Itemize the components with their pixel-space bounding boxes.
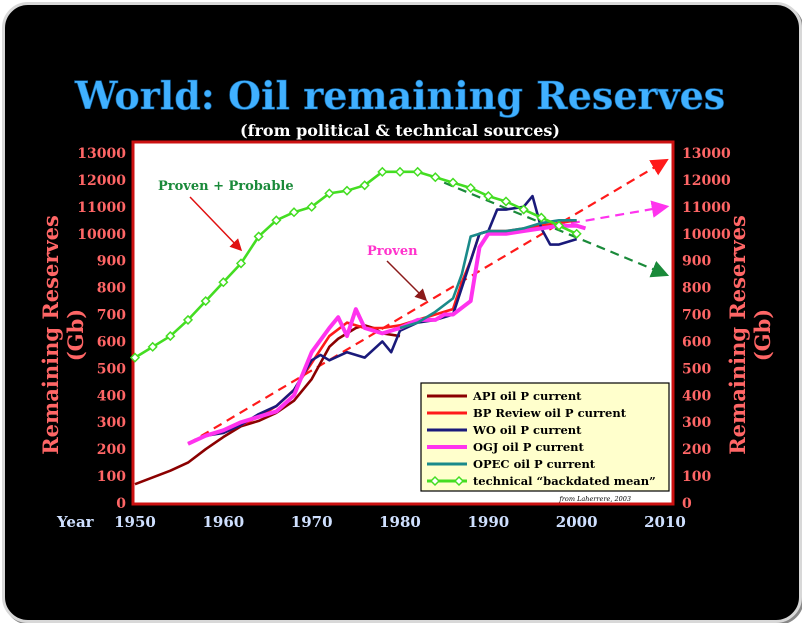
y-tick-label-left: 11000 — [77, 200, 126, 216]
y-tick-label-right: 900 — [682, 254, 711, 270]
y-tick-label-left: 400 — [97, 388, 126, 404]
y-tick-label-right: 0 — [682, 496, 692, 512]
series-point — [359, 180, 370, 191]
y-tick-label-left: 600 — [97, 334, 126, 350]
y-tick-label-right: 100 — [682, 469, 711, 485]
y-axis-unit-left: (Gb) — [63, 309, 88, 362]
series-point — [447, 177, 459, 188]
x-tick-label: 1970 — [291, 513, 333, 531]
y-axis-label-right: Remaining Reserves — [725, 215, 750, 455]
y-tick-label-left: 10000 — [77, 227, 126, 243]
chart-svg: World: Oil remaining Reserves (from poli… — [38, 73, 775, 531]
series-point — [129, 352, 141, 363]
y-tick-label-left: 200 — [97, 442, 126, 458]
legend-label: OPEC oil P current — [473, 457, 596, 471]
x-tick-label: 1980 — [379, 513, 421, 531]
series-point — [553, 220, 565, 231]
x-tick-label: 2010 — [644, 513, 686, 531]
annotation-proven-label: Proven — [367, 244, 418, 259]
y-tick-label-right: 13000 — [682, 146, 731, 162]
y-ticks-right: 0 100 200 300 400 500 600 700 800 900 10000 11000 12… — [682, 146, 731, 512]
y-tick-label-left: 0 — [116, 496, 126, 512]
series-group — [129, 166, 587, 486]
series-point — [235, 258, 247, 269]
legend-label: BP Review oil P current — [473, 406, 627, 420]
y-tick-label-right: 800 — [682, 281, 711, 297]
x-tick-label: 1990 — [467, 513, 509, 531]
y-tick-label-left: 12000 — [77, 173, 126, 189]
series-point — [147, 341, 158, 352]
series-point — [288, 207, 300, 218]
series-point — [165, 331, 176, 342]
y-tick-label-right: 10000 — [682, 227, 731, 243]
y-tick-label-left: 100 — [97, 469, 126, 485]
y-axis-label-left: Remaining Reserves — [38, 215, 63, 455]
annotation-proven-probable-label: Proven + Probable — [158, 179, 294, 194]
y-tick-label-left: 13000 — [77, 146, 126, 162]
y-tick-label-right: 700 — [682, 308, 711, 324]
series-point — [430, 172, 441, 183]
annotation-proven-probable-arrow — [189, 196, 243, 252]
series-point — [536, 212, 547, 223]
chart-subtitle: (from political & technical sources) — [240, 121, 560, 140]
series-line — [399, 219, 577, 330]
series-point — [253, 231, 264, 242]
legend-marker — [453, 475, 465, 487]
series-point — [500, 196, 512, 207]
legend-label: technical “backdated mean” — [473, 474, 656, 488]
series-point — [571, 228, 582, 239]
series-point — [324, 188, 335, 199]
legend-box — [420, 382, 670, 492]
y-tick-label-right: 500 — [682, 361, 711, 377]
series-line — [187, 223, 587, 446]
series-point — [271, 215, 282, 226]
y-tick-label-right: 300 — [682, 415, 711, 431]
legend-label: WO oil P current — [472, 423, 582, 437]
y-tick-label-left: 300 — [97, 415, 126, 431]
series-point — [412, 166, 423, 177]
source-note: from Laherrere, 2003 — [558, 495, 631, 503]
trend-line — [187, 158, 669, 445]
x-axis-label: Year — [56, 513, 95, 531]
y-tick-label-left: 800 — [97, 281, 126, 297]
y-axis-unit-right: (Gb) — [750, 309, 775, 362]
annotation-proven-probable: Proven + Probable — [158, 179, 294, 252]
y-tick-label-left: 700 — [97, 308, 126, 324]
legend: API oil P current BP Review oil P current… — [420, 382, 670, 492]
series-point — [182, 314, 194, 325]
legend-label: API oil P current — [472, 389, 582, 403]
y-ticks-left: 0 100 200 300 400 500 600 700 800 900 10000 11000 12… — [77, 146, 126, 512]
annotation-proven-arrow — [386, 260, 428, 302]
series-point — [483, 191, 494, 202]
y-tick-label-right: 11000 — [682, 200, 731, 216]
x-tick-label: 2000 — [556, 513, 598, 531]
x-tick-label: 1960 — [202, 513, 244, 531]
series-point — [306, 201, 317, 212]
y-tick-label-left: 500 — [97, 361, 126, 377]
y-tick-label-left: 900 — [97, 254, 126, 270]
y-tick-label-right: 600 — [682, 334, 711, 350]
chart-title: World: Oil remaining Reserves — [74, 73, 725, 118]
trend-line — [443, 181, 670, 278]
y-tick-label-right: 200 — [682, 442, 711, 458]
series-point — [218, 277, 229, 288]
annotation-proven: Proven — [367, 244, 428, 302]
y-tick-label-right: 400 — [682, 388, 711, 404]
series-line — [205, 194, 578, 437]
series-point — [200, 296, 211, 307]
series-point — [341, 185, 353, 196]
x-tick-label: 1950 — [114, 513, 156, 531]
series-point — [518, 204, 529, 215]
legend-label: OGJ oil P current — [473, 440, 585, 454]
y-tick-label-right: 12000 — [682, 173, 731, 189]
x-ticks: 1950 1960 1970 1980 1990 2000 2010 — [114, 513, 686, 531]
legend-marker — [429, 475, 441, 487]
series-point — [377, 166, 388, 177]
series-point — [394, 166, 406, 177]
series-point — [465, 182, 476, 194]
